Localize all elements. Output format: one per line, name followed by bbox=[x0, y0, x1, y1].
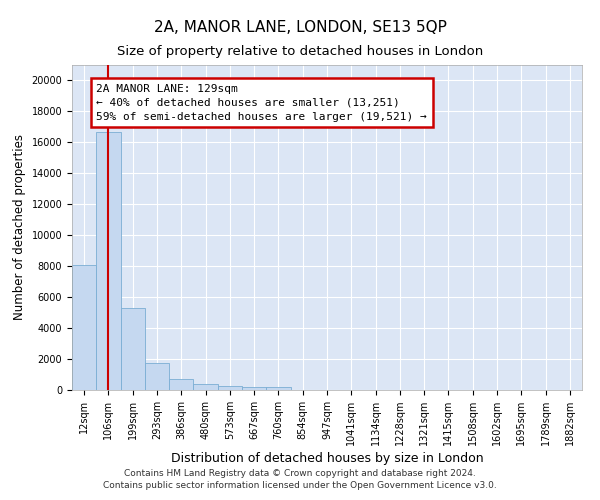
Bar bbox=[121, 308, 145, 390]
Text: 2A MANOR LANE: 129sqm
← 40% of detached houses are smaller (13,251)
59% of semi-: 2A MANOR LANE: 129sqm ← 40% of detached … bbox=[96, 84, 427, 122]
Bar bbox=[218, 386, 242, 390]
Text: 2A, MANOR LANE, LONDON, SE13 5QP: 2A, MANOR LANE, LONDON, SE13 5QP bbox=[154, 20, 446, 35]
Bar bbox=[266, 387, 290, 390]
Bar bbox=[145, 363, 169, 390]
Bar bbox=[193, 384, 218, 390]
Bar bbox=[96, 132, 121, 390]
Bar bbox=[169, 379, 193, 390]
X-axis label: Distribution of detached houses by size in London: Distribution of detached houses by size … bbox=[170, 452, 484, 465]
Text: Size of property relative to detached houses in London: Size of property relative to detached ho… bbox=[117, 45, 483, 58]
Bar bbox=[72, 264, 96, 390]
Y-axis label: Number of detached properties: Number of detached properties bbox=[13, 134, 26, 320]
Text: Contains HM Land Registry data © Crown copyright and database right 2024.
Contai: Contains HM Land Registry data © Crown c… bbox=[103, 468, 497, 490]
Bar bbox=[242, 386, 266, 390]
